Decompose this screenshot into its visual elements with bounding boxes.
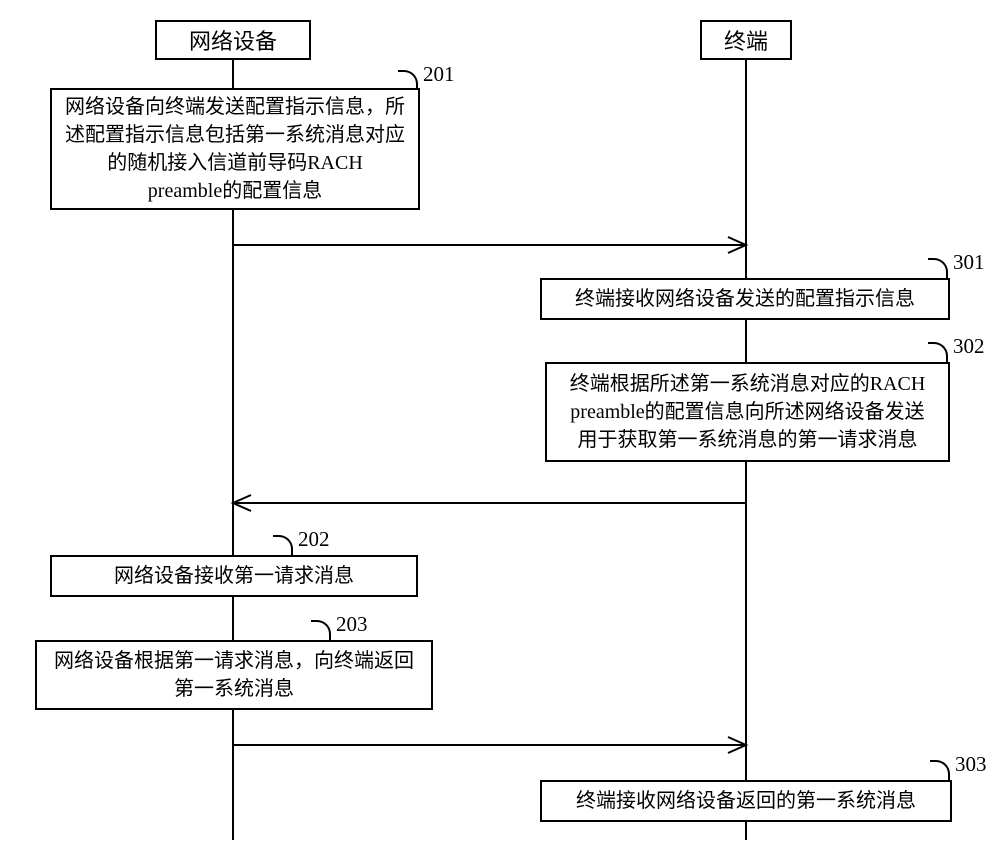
step-303-hook — [930, 760, 950, 780]
step-301-box: 终端接收网络设备发送的配置指示信息 — [540, 278, 950, 320]
step-202-text: 网络设备接收第一请求消息 — [114, 562, 354, 590]
step-303-text: 终端接收网络设备返回的第一系统消息 — [576, 787, 916, 815]
step-302-box: 终端根据所述第一系统消息对应的RACH preamble的配置信息向所述网络设备… — [545, 362, 950, 462]
header-network-device-label: 网络设备 — [189, 24, 277, 56]
header-terminal-label: 终端 — [724, 24, 768, 56]
step-201-text: 网络设备向终端发送配置指示信息，所 述配置指示信息包括第一系统消息对应 的随机接… — [65, 93, 405, 205]
arrow-2-line — [233, 502, 746, 504]
sequence-diagram: 网络设备 终端 网络设备向终端发送配置指示信息，所 述配置指示信息包括第一系统消… — [0, 0, 1000, 853]
step-201-hook — [398, 70, 418, 88]
arrow-3-head — [728, 737, 746, 753]
step-301-text: 终端接收网络设备发送的配置指示信息 — [575, 285, 915, 313]
step-202-label: 202 — [298, 527, 330, 552]
step-203-hook — [311, 620, 331, 640]
step-303-box: 终端接收网络设备返回的第一系统消息 — [540, 780, 952, 822]
step-202-hook — [273, 535, 293, 555]
step-203-box: 网络设备根据第一请求消息，向终端返回 第一系统消息 — [35, 640, 433, 710]
step-302-text: 终端根据所述第一系统消息对应的RACH preamble的配置信息向所述网络设备… — [570, 370, 926, 454]
step-303-label: 303 — [955, 752, 987, 777]
arrow-2-head — [233, 495, 251, 511]
step-301-label: 301 — [953, 250, 985, 275]
step-201-box: 网络设备向终端发送配置指示信息，所 述配置指示信息包括第一系统消息对应 的随机接… — [50, 88, 420, 210]
header-network-device: 网络设备 — [155, 20, 311, 60]
step-302-hook — [928, 342, 948, 362]
step-201-label: 201 — [423, 62, 455, 87]
arrow-3-line — [233, 744, 746, 746]
arrow-1-line — [233, 244, 746, 246]
arrow-1-head — [728, 237, 746, 253]
step-301-hook — [928, 258, 948, 278]
step-203-label: 203 — [336, 612, 368, 637]
step-203-text: 网络设备根据第一请求消息，向终端返回 第一系统消息 — [54, 647, 414, 703]
step-302-label: 302 — [953, 334, 985, 359]
header-terminal: 终端 — [700, 20, 792, 60]
step-202-box: 网络设备接收第一请求消息 — [50, 555, 418, 597]
